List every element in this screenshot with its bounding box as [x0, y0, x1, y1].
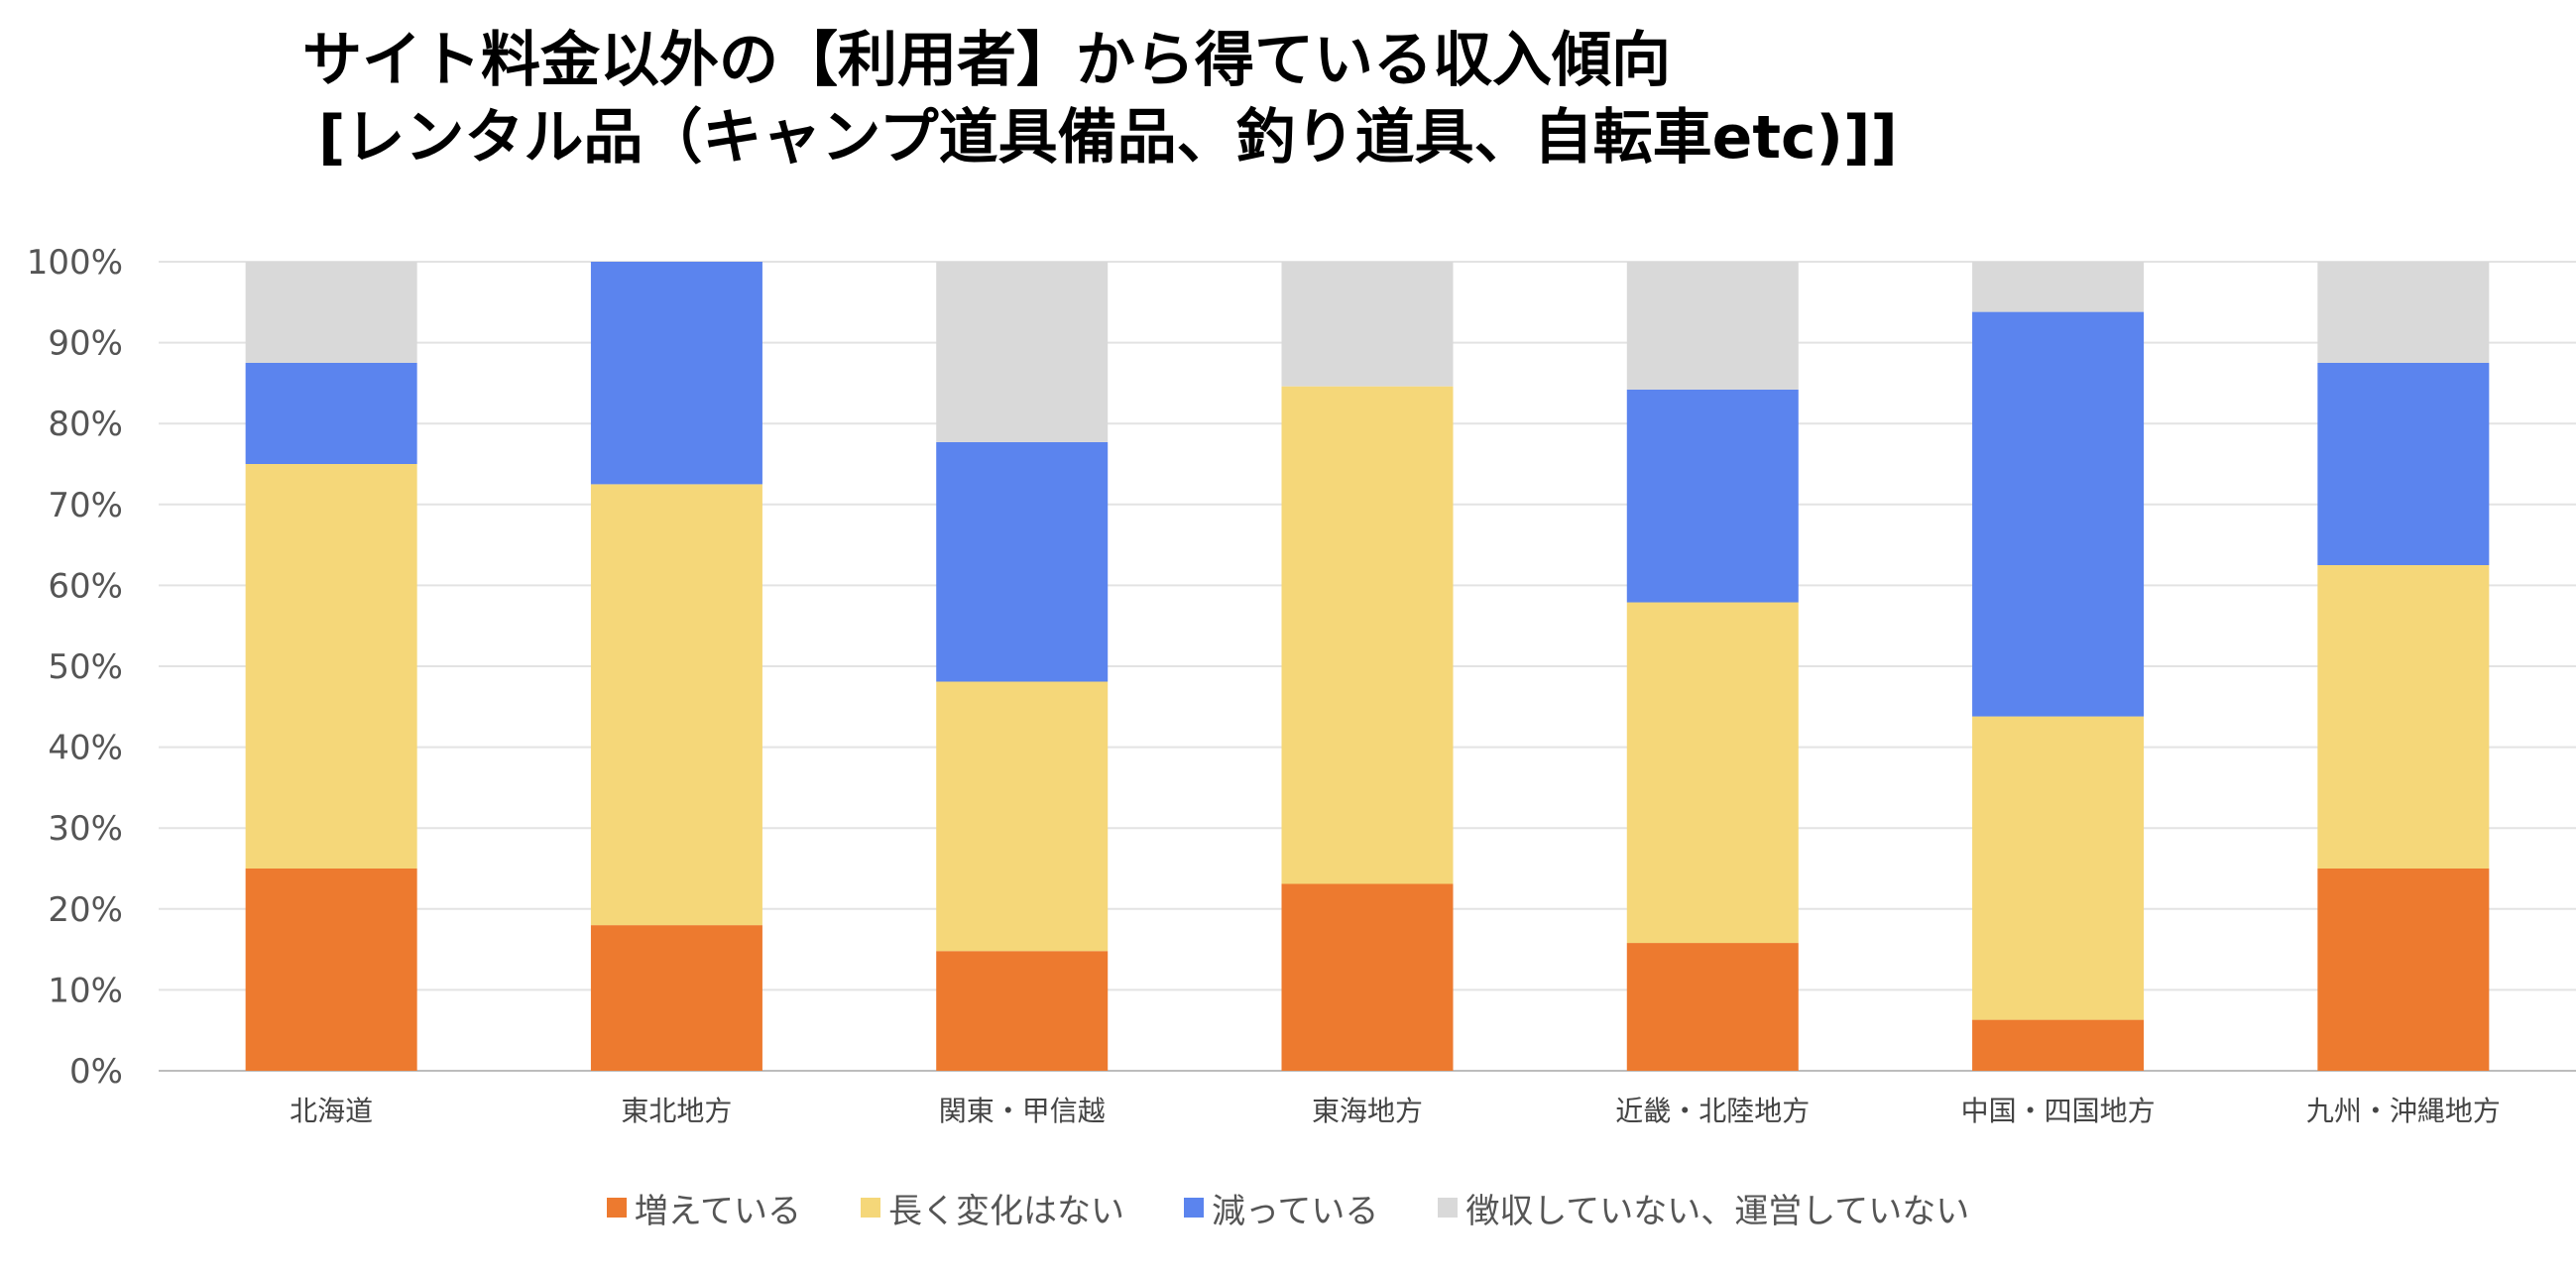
bar-segment	[1281, 262, 1454, 387]
bar-group	[1972, 262, 2145, 1071]
bar-segment	[936, 951, 1109, 1071]
x-axis-ticks: 北海道 東北地方 関東・甲信越 東海地方 近畿・北陸地方 中国・四国地方 九州・沖縄地方	[290, 1095, 2501, 1127]
legend-item: 長く変化はない	[861, 1184, 1124, 1232]
legend-label: 減っている	[1212, 1191, 1379, 1231]
legend-item: 徴収していない、運営していない	[1438, 1184, 1969, 1232]
bar-segment	[590, 262, 762, 485]
y-tick-label: 40%	[48, 729, 123, 768]
bar-segment	[590, 925, 762, 1071]
legend-label: 増えている	[634, 1191, 802, 1231]
chart-title-line-1: サイト料金以外の【利用者】から得ている収入傾向	[302, 26, 1671, 95]
bar-segment	[245, 363, 417, 464]
bar-group	[245, 262, 417, 1071]
bar-segment	[2317, 869, 2490, 1071]
legend-label: 徴収していない、運営していない	[1465, 1191, 1970, 1231]
chart-title-line-2: [レンタル品（キャンプ道具備品、釣り道具、自転車etc)]]	[318, 103, 1898, 173]
y-axis-ticks: 0% 10% 20% 30% 40% 50% 60% 70% 80% 90% 100%	[27, 243, 123, 1092]
legend-item: 減っている	[1184, 1184, 1378, 1232]
x-tick-label: 関東・甲信越	[939, 1095, 1106, 1127]
bar-segment	[1626, 262, 1799, 390]
bar-segment	[1626, 602, 1799, 944]
y-tick-label: 10%	[48, 971, 123, 1010]
y-tick-label: 100%	[27, 243, 123, 283]
bar-segment	[245, 869, 417, 1071]
legend-swatch	[1438, 1198, 1459, 1218]
legend-swatch	[606, 1198, 627, 1218]
x-tick-label: 中国・四国地方	[1961, 1095, 2156, 1127]
x-tick-label: 東海地方	[1312, 1095, 1423, 1127]
bar-group	[2317, 262, 2490, 1071]
x-tick-label: 近畿・北陸地方	[1615, 1095, 1810, 1127]
y-tick-label: 0%	[69, 1052, 123, 1092]
y-tick-label: 50%	[48, 647, 123, 687]
bar-segment	[1626, 943, 1799, 1071]
bar-segment	[1626, 389, 1799, 603]
bar-groups	[245, 262, 2490, 1071]
x-tick-label: 東北地方	[621, 1095, 732, 1127]
bar-group	[936, 262, 1109, 1071]
y-tick-label: 80%	[48, 405, 123, 444]
chart-title: サイト料金以外の【利用者】から得ている収入傾向 [レンタル品（キャンプ道具備品、…	[302, 22, 2484, 176]
bar-segment	[936, 262, 1109, 442]
legend-swatch	[861, 1198, 881, 1218]
bar-segment	[1281, 386, 1454, 884]
legend: 増えている 長く変化はない 減っている 徴収していない、運営していない	[0, 1178, 2576, 1237]
bar-segment	[590, 484, 762, 926]
bar-segment	[245, 464, 417, 869]
x-tick-label: 北海道	[290, 1095, 373, 1127]
bar-group	[1281, 262, 1454, 1071]
bar-group	[1626, 262, 1799, 1071]
bar-segment	[2317, 363, 2490, 565]
bar-segment	[936, 681, 1109, 952]
bar-segment	[245, 262, 417, 363]
bar-segment	[2317, 565, 2490, 869]
x-tick-label: 九州・沖縄地方	[2306, 1095, 2501, 1127]
bar-group	[590, 262, 762, 1071]
bar-segment	[1972, 716, 2145, 1020]
bar-segment	[1972, 262, 2145, 312]
legend-swatch	[1184, 1198, 1205, 1218]
bar-segment	[1281, 883, 1454, 1071]
legend-label: 長く変化はない	[888, 1191, 1125, 1231]
bar-segment	[1972, 311, 2145, 717]
y-tick-label: 90%	[48, 324, 123, 364]
y-tick-label: 30%	[48, 809, 123, 849]
y-tick-label: 20%	[48, 890, 123, 930]
bar-segment	[2317, 262, 2490, 363]
y-tick-label: 60%	[48, 566, 123, 606]
legend-item: 増えている	[606, 1184, 802, 1232]
bar-segment	[936, 441, 1109, 682]
bar-segment	[1972, 1019, 2145, 1071]
y-tick-label: 70%	[48, 486, 123, 525]
